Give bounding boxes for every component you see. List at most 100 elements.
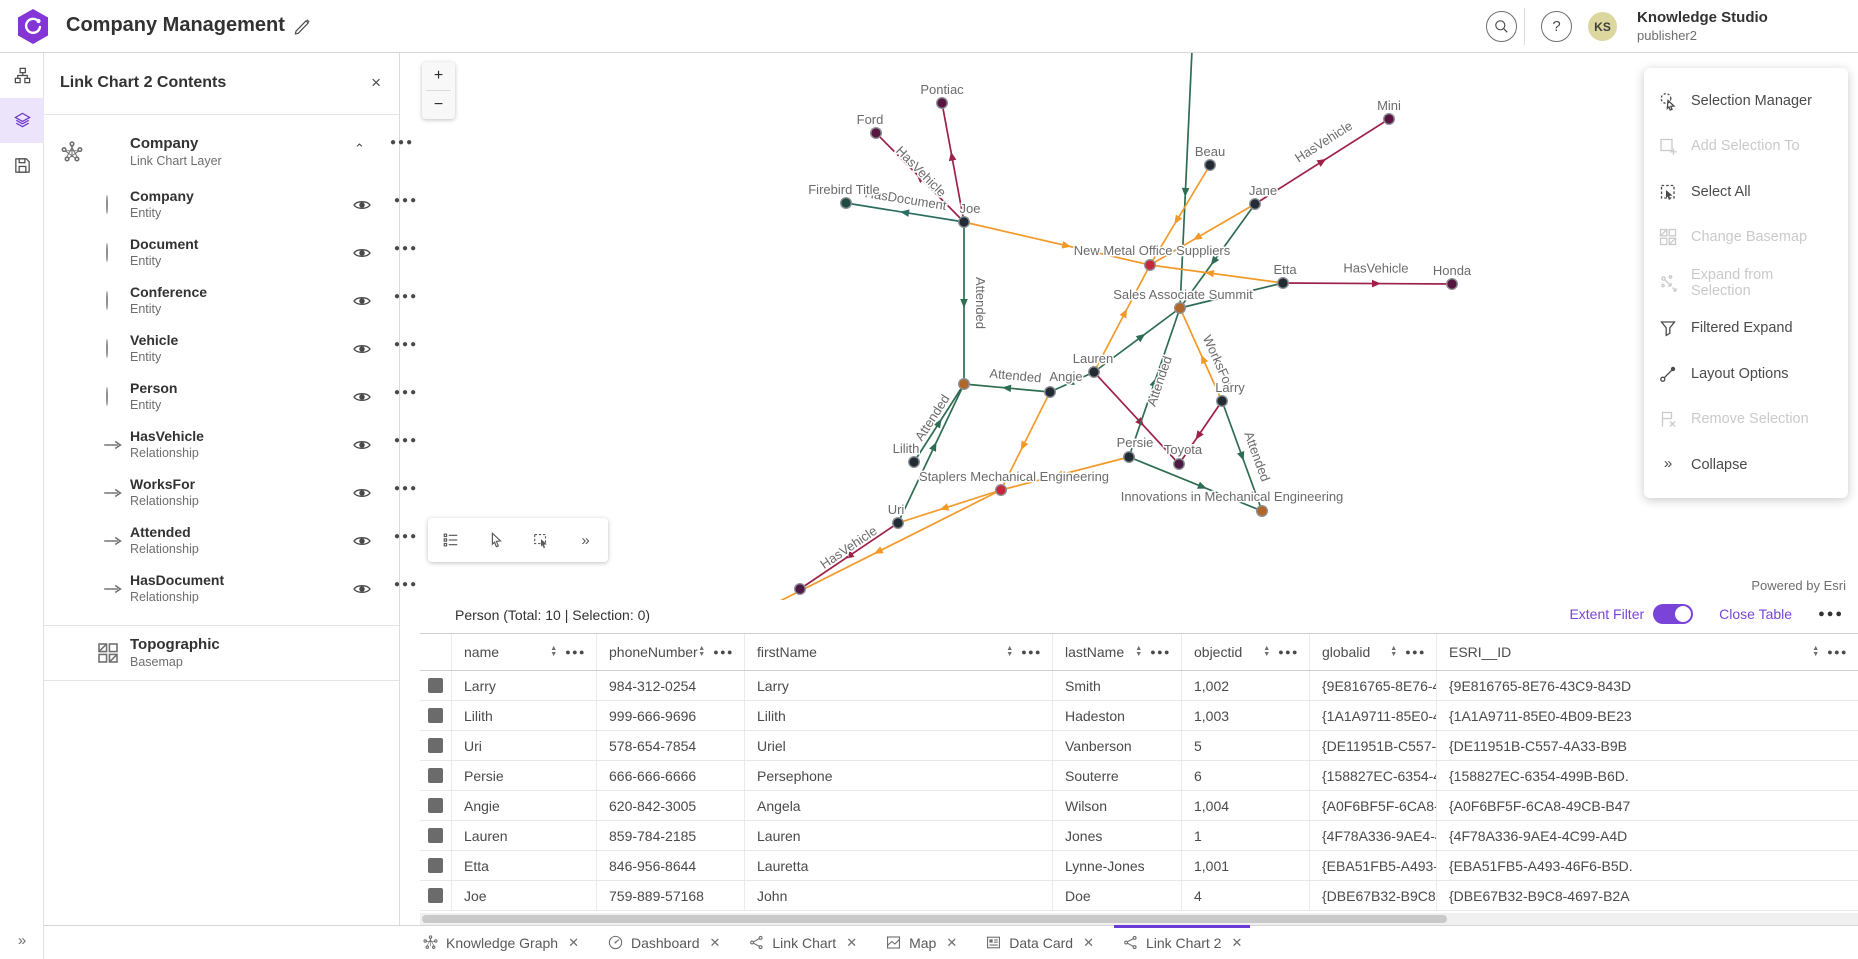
visibility-eye-icon[interactable] [352,483,372,503]
graph-tool-double-chevron-icon[interactable]: » [581,531,590,549]
tab-link-chart[interactable]: Link Chart ✕ [734,926,871,959]
row-checkbox[interactable] [428,858,443,873]
graph-node-firebird[interactable] [840,196,853,209]
sort-icon[interactable]: ▲ ▼ [1390,645,1398,658]
column-header-phoneNumber[interactable]: phoneNumber ▲ ▼ ●●● [597,634,745,670]
rail-item-layers[interactable] [0,98,44,143]
item-options-ellipsis-icon[interactable]: ●●● [394,435,419,446]
visibility-eye-icon[interactable] [352,435,372,455]
chevron-up-icon[interactable]: ⌃ [354,141,365,156]
zoom-out-button[interactable]: − [433,96,444,113]
close-icon[interactable]: × [371,73,381,92]
graph-node-etta[interactable] [1276,277,1289,290]
column-header-objectid[interactable]: objectid ▲ ▼ ●●● [1182,634,1310,670]
graph-node-conf2[interactable] [958,378,971,391]
close-table-button[interactable]: Close Table [1719,606,1793,622]
item-options-ellipsis-icon[interactable]: ●●● [394,243,419,254]
visibility-eye-icon[interactable] [352,243,372,263]
search-button[interactable] [1486,11,1517,42]
graph-node-innovations[interactable] [1255,505,1268,518]
graph-node-newmetal[interactable] [1143,259,1156,272]
row-checkbox[interactable] [428,708,443,723]
column-options-ellipsis-icon[interactable]: ●●● [1827,647,1848,657]
help-button[interactable]: ? [1541,11,1572,42]
row-checkbox[interactable] [428,798,443,813]
table-options-ellipsis-icon[interactable]: ●●● [1818,608,1844,620]
graph-node-lauren[interactable] [1087,366,1100,379]
item-options-ellipsis-icon[interactable]: ●●● [394,483,419,494]
visibility-eye-icon[interactable] [352,531,372,551]
menu-item-selection-manager[interactable]: Selection Manager [1644,78,1848,124]
graph-node-uri[interactable] [892,517,905,530]
item-options-ellipsis-icon[interactable]: ●●● [394,291,419,302]
sort-icon[interactable]: ▲ ▼ [698,645,706,658]
visibility-eye-icon[interactable] [352,579,372,599]
graph-node-veh2[interactable] [794,583,807,596]
item-options-ellipsis-icon[interactable]: ●●● [394,579,419,590]
graph-node-toyota[interactable] [1172,458,1185,471]
graph-tool-legend-list-icon[interactable] [438,527,464,553]
graph-node-joe[interactable] [958,215,971,228]
column-options-ellipsis-icon[interactable]: ●●● [565,647,586,657]
sort-icon[interactable]: ▲ ▼ [550,645,558,658]
tab-close-icon[interactable]: ✕ [946,934,958,950]
layer-group-row[interactable]: Company Link Chart Layer ⌃ ●●● [44,123,412,181]
graph-node-lilith[interactable] [908,456,921,469]
scrollbar-thumb[interactable] [422,915,1447,923]
column-options-ellipsis-icon[interactable]: ●●● [713,647,734,657]
graph-node-larry[interactable] [1215,395,1228,408]
sort-icon[interactable]: ▲ ▼ [1812,645,1820,658]
tab-close-icon[interactable]: ✕ [846,934,858,950]
layer-options-ellipsis-icon[interactable]: ●●● [390,137,415,148]
row-checkbox[interactable] [428,768,443,783]
tab-close-icon[interactable]: ✕ [568,934,579,950]
extent-filter-toggle[interactable] [1653,604,1694,624]
graph-tool-cursor-icon[interactable] [483,527,509,553]
menu-item-collapse[interactable]: » Collapse [1644,442,1848,488]
tab-link-chart-2[interactable]: Link Chart 2 ✕ [1108,924,1256,959]
graph-node-ford[interactable] [870,126,883,139]
tab-close-icon[interactable]: ✕ [709,934,721,950]
visibility-eye-icon[interactable] [352,291,372,311]
item-options-ellipsis-icon[interactable]: ●●● [394,195,419,206]
sort-icon[interactable]: ▲ ▼ [1135,645,1143,658]
column-header-name[interactable]: name ▲ ▼ ●●● [452,634,597,670]
visibility-eye-icon[interactable] [352,339,372,359]
row-checkbox[interactable] [428,678,443,693]
tab-data-card[interactable]: Data Card ✕ [971,926,1108,959]
graph-tool-select-rect-icon[interactable] [528,527,554,553]
graph-node-staplers[interactable] [995,484,1008,497]
graph-node-jane[interactable] [1248,197,1261,210]
column-options-ellipsis-icon[interactable]: ●●● [1021,647,1042,657]
tab-close-icon[interactable]: ✕ [1231,934,1243,950]
column-header-lastName[interactable]: lastName ▲ ▼ ●●● [1053,634,1182,670]
tab-knowledge-graph[interactable]: Knowledge Graph ✕ [408,926,593,959]
avatar[interactable]: KS [1588,12,1617,41]
column-options-ellipsis-icon[interactable]: ●●● [1405,647,1426,657]
sort-icon[interactable]: ▲ ▼ [1263,645,1271,658]
graph-node-mini[interactable] [1382,112,1395,125]
visibility-eye-icon[interactable] [352,387,372,407]
link-chart-canvas[interactable]: HasVehicle HasVehicle HasVehicle HasVehicle… [400,53,1858,601]
visibility-eye-icon[interactable] [352,195,372,215]
graph-node-persie[interactable] [1122,451,1135,464]
table-horizontal-scrollbar[interactable] [420,913,1858,925]
panel-collapse-chevrons-icon[interactable]: » [17,932,27,949]
graph-node-angie[interactable] [1043,386,1056,399]
graph-node-summit[interactable] [1173,302,1186,315]
rail-item-save[interactable] [0,143,44,188]
column-header-ESRI__ID[interactable]: ESRI__ID ▲ ▼ ●●● [1437,634,1858,670]
item-options-ellipsis-icon[interactable]: ●●● [394,339,419,350]
menu-item-filtered-expand[interactable]: Filtered Expand [1644,306,1848,352]
graph-node-honda[interactable] [1445,278,1458,291]
graph-node-beau[interactable] [1203,158,1216,171]
tab-close-icon[interactable]: ✕ [1083,934,1094,950]
menu-item-layout-options[interactable]: Layout Options [1644,351,1848,397]
item-options-ellipsis-icon[interactable]: ●●● [394,531,419,542]
row-checkbox[interactable] [428,828,443,843]
zoom-in-button[interactable]: + [433,67,444,84]
column-header-firstName[interactable]: firstName ▲ ▼ ●●● [745,634,1053,670]
column-header-globalid[interactable]: globalid ▲ ▼ ●●● [1310,634,1437,670]
column-options-ellipsis-icon[interactable]: ●●● [1278,647,1299,657]
row-checkbox[interactable] [428,738,443,753]
